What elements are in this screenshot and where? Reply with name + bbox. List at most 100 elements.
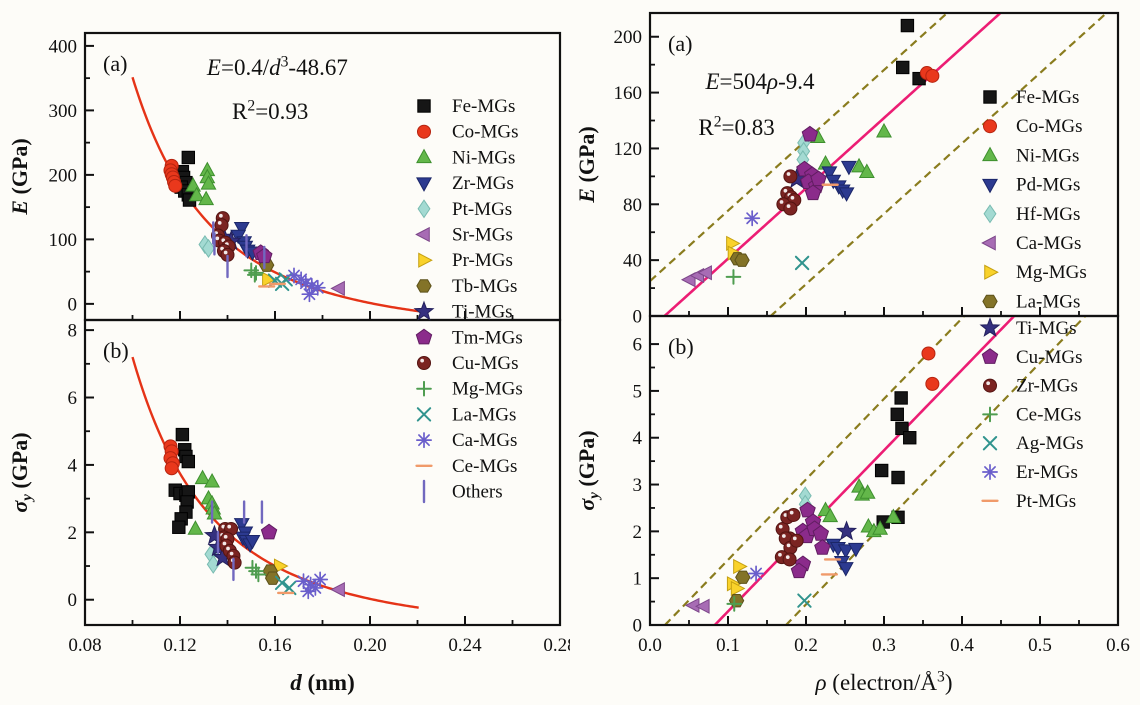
marker-tri-down [233,222,250,237]
marker-tri-left [697,265,712,281]
legend-label: Zr-MGs [1016,376,1078,397]
marker-pentagon [801,125,819,142]
legend-item-Sr-MGs: Sr-MGs [415,225,513,246]
equation-annotation: R2=0.83 [698,114,774,140]
legend-item-Ca-MGs: Ca-MGs [981,233,1081,254]
y-tick-label: 2 [633,522,643,543]
legend-label: Hf-MGs [1016,204,1080,225]
legend-item-Ti-MGs: Ti-MGs [413,300,513,323]
y-tick-label: 3 [633,475,643,496]
marker-pentagon [804,184,822,201]
series-bluedown [233,518,261,553]
series-bluedown [821,160,857,202]
legend-item-Pr-MGs: Pr-MGs [418,250,513,271]
y-axis-label: σy (GPa) [574,430,602,510]
legend-item-Tm-MGs: Tm-MGs [415,327,523,348]
marker-hexagon [982,294,998,309]
legend-item-Pt-MGs: Pt-MGs [981,491,1076,512]
legend-label: Pt-MGs [1016,491,1076,512]
series-x [274,575,297,596]
marker-pentagon [415,328,433,345]
x-tick-label: 0.1 [716,635,740,656]
legend-label: Er-MGs [1016,462,1078,483]
marker-hexagon [728,593,745,608]
marker-tri-left [330,581,345,598]
y-tick-label: 0 [68,294,78,315]
marker-asterisk [744,210,761,227]
marker-plus [250,566,267,583]
marker-tri-right [733,558,748,575]
legend-label: Mg-MGs [1016,262,1087,283]
series-plus [243,262,264,283]
marker-square [896,60,910,75]
marker-tri-up [859,484,876,499]
y-tick-label: 6 [633,335,643,356]
left-chart: 0 100 200 300 400 (a) E=0.4/d3-48.67 R2=0.93 E (… [7,31,570,695]
y-tick-label: 300 [49,101,78,122]
legend-item-La-MGs: La-MGs [982,291,1080,312]
legend-item-Ca-MGs: Ca-MGs [416,430,517,451]
marker-circle [925,376,940,391]
marker-diamond [202,238,215,258]
legend-item-Cu-MGs: Cu-MGs [416,353,519,374]
marker-square [890,407,904,422]
marker-pentagon [981,348,999,364]
panel-right-(b): 0.0 0.1 0.2 0.3 0.4 0.5 0.6 0 1 2 3 4 5 6 (b) [633,314,1130,656]
series-dash [258,282,287,288]
plot-area [664,317,1086,624]
legend-label: La-MGs [452,404,516,425]
legend-item-Cu-MGs: Cu-MGs [981,347,1083,368]
marker-plus [248,265,264,281]
legend-label: Others [452,482,503,503]
series-ast [295,571,329,600]
legend-label: Ca-MGs [1016,233,1081,254]
panel-left-(a): 0 100 200 300 400 (a) E=0.4/d3-48.67 R2=0.93 [49,31,562,322]
marker-tri-up [200,175,217,190]
legend-label: Cu-MGs [1016,347,1083,368]
legend-item-Hf-MGs: Hf-MGs [983,204,1080,225]
legend-item-Zr-MGs: Zr-MGs [416,173,514,194]
series-plus [244,559,267,583]
legend-label: Ce-MGs [452,456,517,477]
series-fe [168,427,196,534]
legend-label: Pr-MGs [452,250,513,271]
marker-hexagon [264,571,281,585]
legend-right: Fe-MGs Co-MGs Ni-MGs Pd-MGs Hf-MGs Ca-MGs Mg-M… [979,87,1087,512]
legend-label: Zr-MGs [452,173,514,194]
marker-star [979,316,1001,337]
series-sph [774,507,804,567]
legend-item-La-MGs: La-MGs [416,404,516,425]
marker-tri-up [194,469,211,485]
axes-ticks [84,329,561,625]
series-co [163,158,183,193]
legend-item-Ni-MGs: Ni-MGs [416,147,515,168]
marker-tri-up [198,190,215,206]
marker-plus [244,559,261,576]
marker-tri-down [847,542,864,558]
marker-tri-up [822,507,839,523]
equation-annotation: E=0.4/d3-48.67 [206,54,348,80]
legend-item-Co-MGs: Co-MGs [982,116,1083,137]
marker-tri-left [694,598,710,614]
series-pent [260,523,278,540]
marker-circle [168,178,183,193]
marker-asterisk [748,565,765,582]
axes-ticks [649,343,1119,626]
marker-sphere [782,552,797,567]
y-tick-label: 0 [68,590,78,611]
fit-line [664,317,965,624]
marker-square [874,463,889,478]
marker-square [903,431,917,445]
marker-asterisk [286,267,302,284]
legend-item-Zr-MGs: Zr-MGs [982,376,1078,397]
series-x [797,593,812,608]
panel-tag: (a) [103,51,127,76]
series-ltri [330,581,345,598]
x-tick-label: 0.2 [794,635,818,656]
panel-tag: (b) [103,338,129,363]
legend-item-Ce-MGs: Ce-MGs [982,404,1081,425]
legend-item-Ni-MGs: Ni-MGs [982,145,1079,166]
legend-label: Ti-MGs [1016,318,1077,339]
y-tick-label: 0 [633,307,643,328]
marker-tri-down [837,544,854,559]
